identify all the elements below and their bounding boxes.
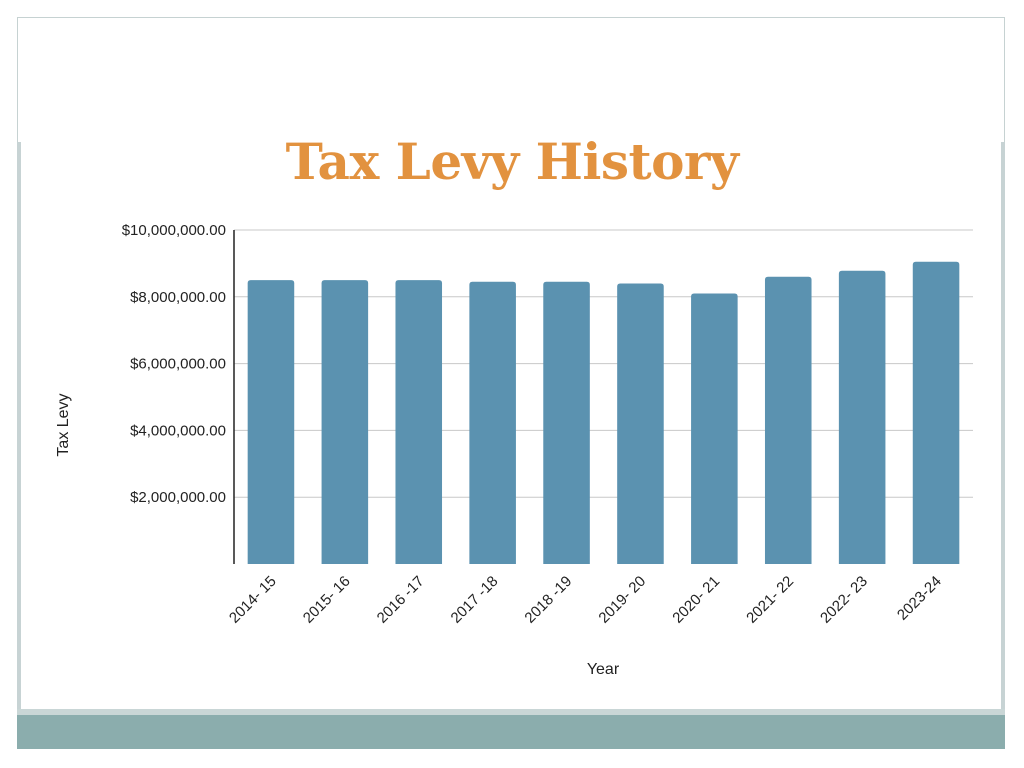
y-axis-tick-labels: $2,000,000.00 $4,000,000.00 $6,000,000.00 $… (122, 222, 226, 506)
x-tick-label: 2016 -17 (374, 573, 428, 627)
right-border-strip (1001, 142, 1005, 712)
x-axis-tick-labels: 2014- 15 2015- 16 2016 -17 2017 -18 2018 -19… (226, 573, 945, 627)
x-tick-label: 2018 -19 (521, 573, 575, 627)
x-tick-label: 2023-24 (894, 573, 945, 624)
bar (543, 281, 590, 564)
x-tick-label: 2022- 23 (817, 573, 871, 627)
bars (247, 261, 960, 564)
bar (691, 293, 738, 564)
y-tick-label: $10,000,000.00 (122, 222, 226, 239)
y-tick-label: $8,000,000.00 (130, 289, 226, 306)
y-tick-label: $4,000,000.00 (130, 422, 226, 439)
bottom-band-highlight (17, 709, 1005, 715)
x-tick-label: 2019- 20 (595, 573, 649, 627)
x-axis-title: Year (587, 661, 620, 678)
y-tick-label: $6,000,000.00 (130, 356, 226, 373)
bar (764, 276, 812, 564)
bar (395, 280, 443, 564)
left-border-strip (17, 142, 21, 712)
bar (617, 283, 664, 564)
bottom-band (17, 715, 1005, 749)
x-tick-label: 2017 -18 (448, 573, 502, 627)
bar (912, 261, 960, 564)
bar (247, 280, 295, 564)
y-tick-label: $2,000,000.00 (130, 489, 226, 506)
x-tick-label: 2015- 16 (300, 573, 354, 627)
bar (838, 270, 886, 564)
x-tick-label: 2021- 22 (743, 573, 797, 627)
x-tick-label: 2020- 21 (669, 573, 723, 627)
bar (321, 280, 369, 564)
y-axis-title: Tax Levy (55, 393, 72, 456)
chart-title: Tax Levy History (285, 132, 739, 191)
bar (469, 281, 516, 564)
x-tick-label: 2014- 15 (226, 573, 280, 627)
